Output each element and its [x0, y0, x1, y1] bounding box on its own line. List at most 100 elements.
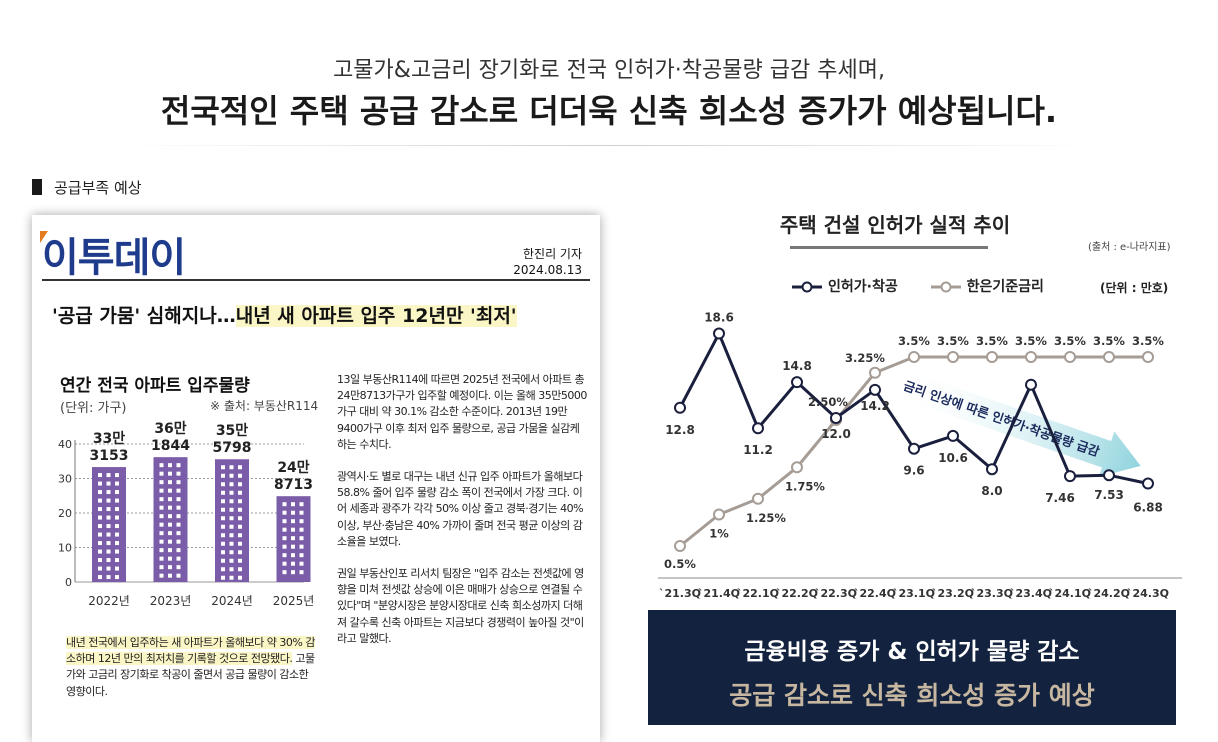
annotation-arrow-icon — [895, 370, 1141, 477]
line-x-tick-label: `21.3Q — [659, 587, 701, 600]
bar-window-mark — [299, 544, 304, 549]
bar-window-mark — [159, 480, 164, 485]
bar-window-mark — [98, 498, 102, 503]
bar-window-mark — [159, 463, 164, 468]
bar-window-mark — [229, 499, 234, 504]
bar-window-mark — [115, 498, 119, 503]
bar-window-mark — [159, 573, 164, 578]
rate-value-label: 3.5% — [1093, 334, 1125, 348]
rate-point — [674, 540, 686, 552]
permits-value-label: 9.6 — [903, 464, 924, 478]
bar-value-label: 5798 — [213, 440, 252, 456]
rate-value-label: 3.5% — [1015, 334, 1047, 348]
bar-window-mark — [299, 519, 304, 524]
bar-window-mark — [229, 465, 234, 470]
permits-point — [986, 463, 998, 476]
bar-window-mark — [291, 570, 295, 575]
bar-window-mark — [159, 471, 164, 476]
bar-window-mark — [115, 558, 119, 563]
article-headline: '공급 가뭄' 심해지나…내년 새 아파트 입주 12년만 '최저' — [52, 301, 517, 328]
body-paragraph-3: 권일 부동산인포 리서치 팀장은 "입주 감소는 전셋값에 영향을 미쳐 전셋값… — [337, 567, 584, 645]
bar-window-mark — [168, 497, 172, 502]
line-chart-source: (출처 : e-나라지표) — [1088, 242, 1171, 253]
bar-window-mark — [168, 565, 172, 570]
permits-point — [947, 429, 959, 442]
line-chart-title-underline — [790, 246, 988, 249]
legend-item-rate: 한은기준금리 — [929, 276, 1044, 296]
line-chart-title: 주택 건설 인허가 실적 추이 — [779, 213, 1011, 237]
bar-window-mark — [115, 490, 119, 495]
permits-point — [1103, 469, 1115, 482]
banner-line-2: 공급 감소로 신축 희소성 증가 예상 — [729, 681, 1095, 710]
bar-window-mark — [159, 488, 164, 493]
bar-window-mark — [115, 541, 119, 546]
bar-window-mark — [159, 531, 164, 536]
bar-window-mark — [176, 565, 181, 570]
bar-window-mark — [229, 490, 234, 495]
permits-value-label: 7.46 — [1045, 491, 1075, 505]
bar-window-mark — [238, 465, 242, 470]
bar-window-mark — [221, 507, 225, 512]
bar-window-mark — [176, 497, 181, 502]
line-x-tick-label: `24.1Q — [1049, 587, 1091, 600]
bar-window-mark — [159, 548, 164, 553]
rate-value-label: 1% — [709, 527, 729, 541]
caption-rest: 고물가와 고금리 장기화로 착공이 줄면서 공급 물량이 감소한 영향이다. — [66, 652, 315, 698]
bar-window-mark — [168, 514, 172, 519]
bar-window-mark — [168, 471, 172, 476]
rate-value-label: 3.5% — [976, 334, 1008, 348]
bar-window-mark — [229, 575, 234, 580]
reporter-name: 한진리 기자 — [522, 247, 582, 261]
bar-window-mark — [282, 570, 287, 575]
caption-highlight: 내년 전국에서 입주하는 새 아파트가 올해보다 약 30% 감소하며 12년 … — [66, 636, 315, 666]
legend-permits-label: 인허가·착공 — [828, 279, 898, 295]
bar-window-mark — [229, 541, 234, 546]
legend-permits-swatch-icon — [792, 281, 822, 293]
bar-category-label: 2022년 — [88, 594, 130, 608]
bar-window-mark — [98, 507, 102, 512]
banner-line-1: 금융비용 증가 & 인허가 물량 감소 — [744, 639, 1080, 665]
bar-window-mark — [106, 575, 111, 580]
bar-window-mark — [98, 515, 102, 520]
permits-point — [752, 422, 764, 435]
legend-rate-label: 한은기준금리 — [966, 279, 1044, 295]
header-title: 전국적인 주택 공급 감소로 더더욱 신축 희소성 증가가 예상됩니다. — [160, 92, 1058, 130]
bar-window-mark — [299, 570, 304, 575]
permits-value-label: 12.8 — [665, 423, 695, 437]
bar-window-mark — [238, 499, 242, 504]
rate-point — [1103, 351, 1115, 363]
bar-window-mark — [106, 507, 111, 512]
bar-window-mark — [282, 536, 287, 541]
bar-window-mark — [229, 533, 234, 538]
rate-point — [791, 461, 803, 474]
bar-window-mark — [221, 541, 225, 546]
bar-window-mark — [159, 565, 164, 570]
bar-window-mark — [291, 544, 295, 549]
line-x-tick-label: `23.3Q — [971, 587, 1013, 600]
bar-window-mark — [282, 553, 287, 558]
bar-window-mark — [299, 553, 304, 558]
permits-point — [1025, 378, 1037, 391]
bar-window-mark — [229, 558, 234, 563]
bar-window-mark — [229, 482, 234, 487]
bar-window-mark — [238, 524, 242, 529]
bar-window-mark — [106, 524, 111, 529]
bar-window-mark — [229, 507, 234, 512]
bar-window-mark — [168, 522, 172, 527]
bar-value-label: 33만 — [93, 431, 125, 447]
line-x-tick-label: `23.2Q — [932, 587, 974, 600]
bar-window-mark — [159, 539, 164, 544]
bar-window-mark — [299, 527, 304, 532]
bar-chart-unit: (단위: 가구) — [60, 401, 127, 416]
bar-window-mark — [106, 490, 111, 495]
bar-window-mark — [282, 519, 287, 524]
bar-window-mark — [221, 567, 225, 572]
bar-y-tick-label: 0 — [65, 576, 72, 589]
bar-window-mark — [115, 532, 119, 537]
rate-value-label: 1.75% — [785, 479, 825, 493]
bar-window-mark — [238, 473, 242, 478]
bar-window-mark — [115, 566, 119, 571]
bar-window-mark — [176, 548, 181, 553]
permits-point — [830, 412, 842, 424]
rate-value-label: 2.50% — [808, 395, 848, 409]
